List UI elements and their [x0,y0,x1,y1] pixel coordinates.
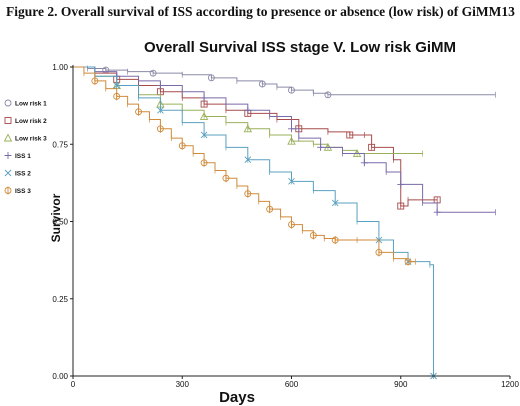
data-point [113,82,121,89]
x-axis-title: Days [219,389,255,406]
data-point [113,92,121,101]
x-tick-label: 0 [71,380,76,389]
legend-item: ISS 3 [4,186,31,195]
legend-marker [4,169,12,177]
data-point [200,158,208,167]
data-point [156,82,164,90]
legend-marker [4,99,12,107]
data-point [397,180,405,188]
y-tick-label: 0.50 [52,218,68,227]
x-tick-label: 600 [285,380,299,389]
legend-marker [3,133,13,142]
data-point [222,174,230,183]
series-2 [73,66,441,210]
data-point [258,80,266,88]
x-tick-label: 1200 [501,380,519,389]
data-point [157,106,164,114]
data-point [266,205,274,214]
data-point [397,202,405,210]
chart-title: Overall Survival ISS stage V. Low risk G… [144,39,456,56]
data-point [244,156,252,164]
data-point [375,248,383,257]
data-point [346,131,354,139]
data-point [288,125,295,133]
legend-marker [4,117,12,124]
axes: 0 300 600 900 1200 0.00 0.25 0.50 0.75 1.00 [52,63,519,389]
y-tick-label: 1.00 [52,63,68,72]
y-tick-label: 0.75 [52,140,68,149]
data-point [433,208,441,216]
legend-label: Low risk 1 [15,101,47,108]
data-point [200,131,208,139]
x-tick-label: 900 [394,380,408,389]
series-line [73,66,496,96]
data-point [331,236,339,245]
data-point [156,124,164,133]
figure-caption: Figure 2. Overall survival of ISS accord… [6,4,515,19]
data-point [309,231,317,240]
data-point [244,189,252,198]
data-point [288,178,295,185]
data-point [331,199,339,207]
legend-label: Low risk 2 [15,118,47,125]
y-tick-label: 0.00 [52,372,68,381]
legend-item: ISS 1 [4,152,31,160]
y-tick-label: 0.25 [52,295,68,304]
legend-label: ISS 1 [15,153,31,160]
data-point [368,143,376,151]
legend-label: Low risk 3 [15,136,47,143]
series-line [73,66,496,213]
data-point [135,107,143,116]
data-point [178,141,186,150]
data-point [91,76,99,85]
data-point [324,91,332,99]
legend-label: ISS 2 [15,171,31,178]
y-axis-title: Survivor [49,193,63,242]
data-point [200,94,208,102]
legend: Low risk 1 Low risk 2 Low risk 3 ISS 1 ISS 2… [3,99,47,195]
series-line [73,66,438,207]
legend-label: ISS 3 [15,188,31,195]
data-point [404,257,412,266]
series-1 [73,65,496,99]
data-point [288,86,295,94]
data-point [287,136,296,145]
data-point [199,111,209,120]
data-point [149,69,157,77]
data-point [288,220,295,229]
legend-marker [4,152,12,159]
data-point [360,159,368,167]
data-point [317,143,325,151]
x-tick-label: 300 [176,380,190,389]
series-6 [73,66,416,266]
legend-marker [4,186,12,195]
plot-area [73,65,496,380]
data-point [207,74,215,82]
legend-item: Low risk 1 [4,99,47,108]
legend-item: Low risk 2 [4,117,47,125]
legend-item: Low risk 3 [3,133,47,143]
series-4 [73,66,496,216]
legend-item: ISS 2 [4,169,31,178]
data-point [244,106,252,114]
data-point [243,124,253,133]
